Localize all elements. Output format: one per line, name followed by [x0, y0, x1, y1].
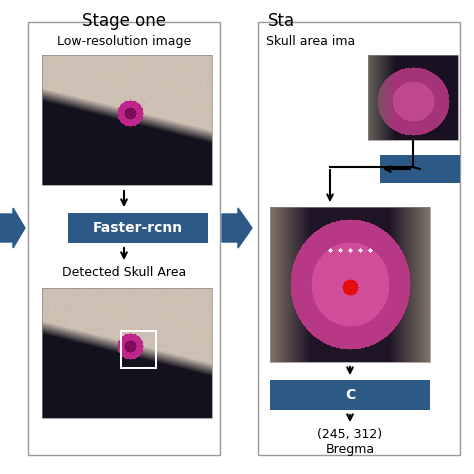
Text: Sta: Sta [268, 12, 295, 30]
Bar [258, 22, 460, 455]
FancyArrow shape [222, 208, 252, 248]
Text: Detected Skull Area: Detected Skull Area [62, 266, 186, 279]
Text: (245, 312): (245, 312) [318, 428, 383, 441]
Bar [380, 155, 460, 183]
Bar [42, 288, 212, 418]
Text: Stage one: Stage one [82, 12, 166, 30]
Bar [42, 55, 212, 185]
Bar [270, 207, 430, 362]
Text: Skull area ima: Skull area ima [266, 35, 355, 48]
Text: C: C [345, 388, 355, 402]
Text: Bregma: Bregma [326, 443, 374, 456]
Bar [270, 380, 430, 410]
Text: Low-resolution image: Low-resolution image [57, 35, 191, 48]
Bar [28, 22, 220, 455]
Bar [368, 55, 458, 140]
Bar [68, 213, 208, 243]
Text: Faster-rcnn: Faster-rcnn [93, 221, 183, 235]
FancyArrow shape [0, 208, 25, 248]
